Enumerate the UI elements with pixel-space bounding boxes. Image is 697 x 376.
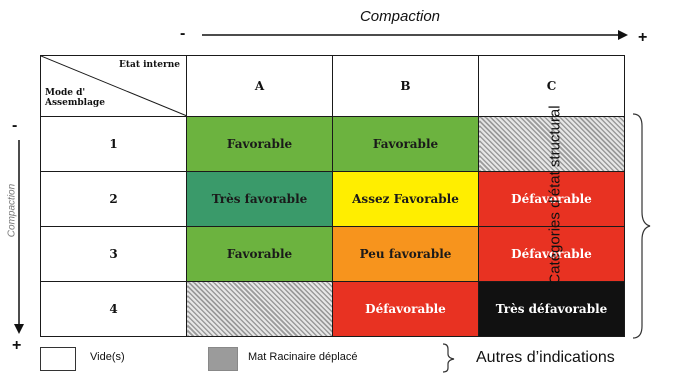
- left-axis-label: Compaction: [6, 183, 18, 238]
- top-axis-minus: -: [180, 25, 186, 42]
- structural-state-matrix: Etat interne Mode d' Assemblage A B C 1 …: [40, 55, 625, 337]
- row-header-1: 1: [40, 116, 187, 172]
- row-header-2: 2: [40, 171, 187, 227]
- corner-diagonal: [41, 56, 186, 116]
- cell-2b: Assez Favorable: [332, 171, 479, 227]
- cell-3b: Peu favorable: [332, 226, 479, 282]
- cell-4c: Très défavorable: [478, 281, 625, 337]
- column-header-b: B: [332, 55, 479, 117]
- row-header-4: 4: [40, 281, 187, 337]
- left-axis-minus: -: [12, 117, 18, 134]
- cell-4b: Défavorable: [332, 281, 479, 337]
- legend-group-label: Autres d’indications: [476, 349, 615, 366]
- cell-1a: Favorable: [186, 116, 333, 172]
- legend-hatched-label: Mat Racinaire déplacé: [248, 351, 358, 363]
- top-axis-plus: +: [638, 29, 648, 46]
- legend-brace: [442, 343, 455, 373]
- right-brace: [632, 113, 651, 339]
- cell-2a: Très favorable: [186, 171, 333, 227]
- legend-empty-label: Vide(s): [90, 351, 125, 363]
- column-header-c: C: [478, 55, 625, 117]
- cell-1b: Favorable: [332, 116, 479, 172]
- corner-bottom-label: Mode d' Assemblage: [45, 88, 105, 108]
- column-header-a: A: [186, 55, 333, 117]
- row-header-3: 3: [40, 226, 187, 282]
- cell-3a: Favorable: [186, 226, 333, 282]
- left-axis-plus: +: [12, 337, 22, 354]
- cell-4a: [186, 281, 333, 337]
- legend-empty-swatch: [40, 347, 76, 371]
- left-axis-arrow: [14, 140, 24, 334]
- cell-2c: Défavorable: [478, 171, 625, 227]
- top-axis-arrow: [202, 30, 628, 40]
- legend-hatched-swatch: [208, 347, 238, 371]
- matrix-corner: Etat interne Mode d' Assemblage: [40, 55, 187, 117]
- corner-top-label: Etat interne: [119, 60, 180, 70]
- top-axis-label: Compaction: [359, 8, 441, 25]
- right-category-label: Catégories d’état structural: [546, 105, 564, 285]
